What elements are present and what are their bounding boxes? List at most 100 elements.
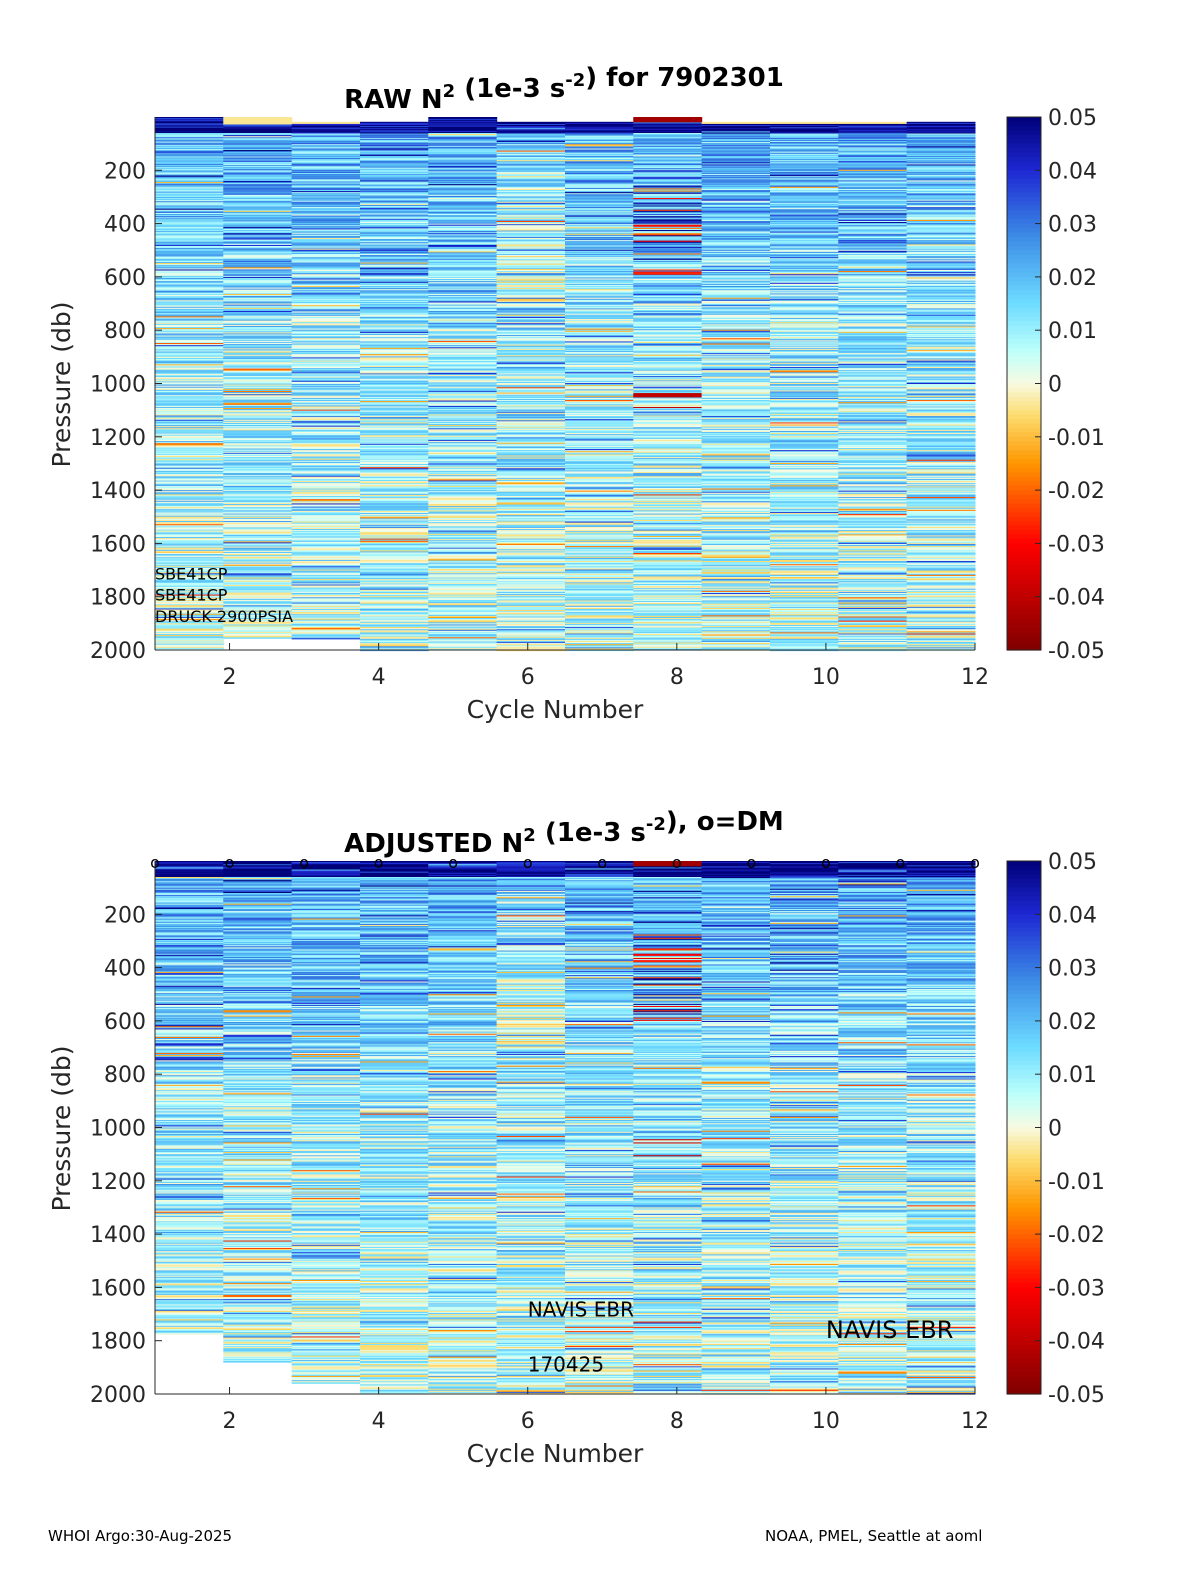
heatmap-cell (701, 416, 771, 418)
heatmap-cell (223, 153, 293, 155)
heatmap-cell (565, 127, 634, 129)
heatmap-cell (223, 497, 293, 500)
heatmap-cell (701, 273, 771, 275)
heatmap-cell (496, 186, 566, 189)
heatmap-cell (633, 517, 703, 520)
heatmap-cell (428, 208, 498, 211)
heatmap-cell (633, 189, 703, 192)
heatmap-cell (428, 400, 498, 403)
heatmap-cell (565, 212, 634, 215)
heatmap-cell (565, 615, 634, 618)
heatmap-cell (155, 334, 224, 337)
heatmap-cell (496, 633, 566, 636)
heatmap-cell (565, 326, 634, 329)
heatmap-cell (565, 570, 634, 573)
heatmap-cell (496, 144, 566, 146)
heatmap-cell (223, 272, 293, 275)
heatmap-cell (633, 527, 703, 530)
heatmap-cell (428, 631, 498, 634)
heatmap-cell (565, 343, 634, 346)
heatmap-cell (223, 130, 293, 133)
heatmap-cell (291, 409, 361, 412)
heatmap-cell (223, 496, 293, 499)
heatmap-cell (291, 297, 361, 300)
heatmap-cell (223, 459, 293, 461)
heatmap-cell (701, 472, 771, 475)
heatmap-cell (565, 626, 634, 628)
heatmap-cell (565, 206, 634, 208)
heatmap-cell (565, 571, 634, 574)
heatmap-cell (496, 551, 566, 554)
heatmap-cell (565, 136, 634, 139)
heatmap-cell (155, 433, 224, 436)
heatmap-cell (701, 276, 771, 279)
heatmap-cell (223, 376, 293, 378)
heatmap-cell (291, 518, 361, 521)
heatmap-cell (701, 346, 771, 349)
heatmap-cell (428, 225, 498, 228)
heatmap-cell (291, 356, 361, 358)
heatmap-cell (701, 166, 771, 169)
heatmap-cell (428, 566, 498, 569)
heatmap-cell (360, 636, 429, 639)
heatmap-cell (155, 448, 224, 451)
heatmap-cell (291, 397, 361, 400)
heatmap-cell (155, 604, 224, 606)
heatmap-cell (496, 578, 566, 580)
heatmap-cell (633, 470, 703, 473)
heatmap-cell (155, 573, 224, 575)
heatmap-cell (428, 342, 498, 345)
heatmap-cell (155, 642, 224, 645)
heatmap-cell (633, 119, 703, 121)
heatmap-cell (291, 403, 361, 405)
heatmap-cell (360, 634, 429, 637)
heatmap-cell (428, 588, 498, 590)
heatmap-cell (565, 588, 634, 591)
heatmap-cell (701, 494, 771, 497)
heatmap-cell (155, 496, 224, 499)
heatmap-cell (223, 132, 293, 135)
heatmap-cell (155, 314, 224, 316)
heatmap-cell (291, 538, 361, 541)
heatmap-cell (701, 288, 771, 290)
heatmap-cell (155, 370, 224, 373)
heatmap-cell (496, 196, 566, 199)
heatmap-cell (701, 339, 771, 341)
heatmap-cell (633, 161, 703, 164)
heatmap-cell (428, 550, 498, 553)
heatmap-cell (360, 326, 429, 329)
heatmap-cell (565, 507, 634, 510)
heatmap-cell (428, 622, 498, 624)
heatmap-cell (428, 629, 498, 632)
heatmap-cell (360, 327, 429, 330)
heatmap-cell (360, 637, 429, 640)
heatmap-cell (428, 646, 498, 649)
heatmap-cell (496, 315, 566, 318)
heatmap-cell (428, 333, 498, 336)
heatmap-cell (633, 282, 703, 284)
heatmap-cell (701, 263, 771, 266)
heatmap-cell (291, 530, 361, 532)
heatmap-cell (633, 204, 703, 207)
heatmap-cell (360, 477, 429, 480)
heatmap-cell (428, 496, 498, 499)
heatmap-cell (633, 325, 703, 328)
heatmap-cell (223, 602, 293, 604)
heatmap-cell (155, 282, 224, 284)
heatmap-cell (496, 256, 566, 258)
heatmap-cell (496, 300, 566, 303)
heatmap-cell (155, 182, 224, 184)
heatmap-cell (155, 463, 224, 466)
heatmap-cell (291, 288, 361, 290)
heatmap-cell (633, 203, 703, 206)
heatmap-cell (496, 468, 566, 470)
heatmap-cell (701, 168, 771, 171)
heatmap-cell (496, 474, 566, 477)
heatmap-cell (223, 341, 293, 344)
heatmap-cell (565, 390, 634, 393)
heatmap-cell (565, 596, 634, 598)
heatmap-cell (360, 518, 429, 521)
heatmap-cell (565, 292, 634, 295)
heatmap-cell (633, 299, 703, 301)
heatmap-cell (155, 331, 224, 333)
